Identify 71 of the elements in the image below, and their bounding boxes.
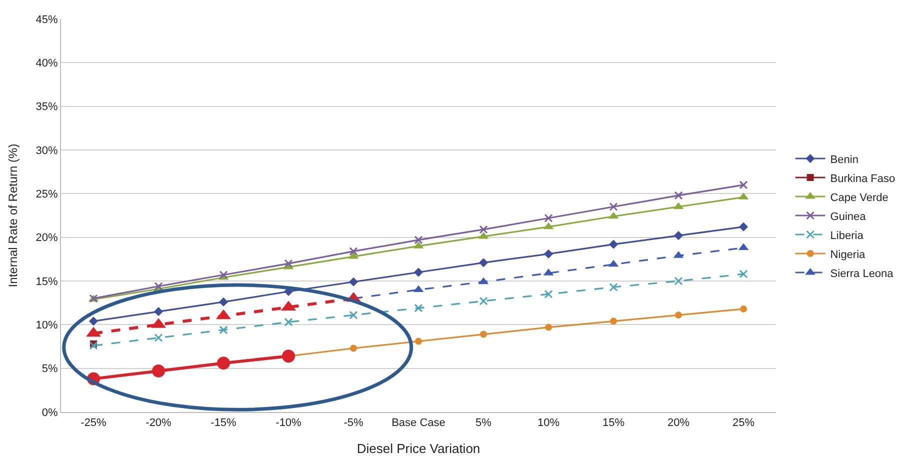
point <box>544 290 553 298</box>
point <box>610 318 617 325</box>
point <box>479 296 488 306</box>
point <box>609 202 618 212</box>
x-tick-label: 10% <box>537 417 560 430</box>
point <box>152 364 165 378</box>
point <box>348 277 358 286</box>
legend-label: Benin <box>830 154 858 166</box>
point <box>217 356 230 370</box>
point <box>480 330 487 338</box>
y-tick-label: 10% <box>36 320 58 332</box>
point <box>88 316 98 326</box>
point <box>739 180 748 190</box>
x-tick-label: Base Case <box>392 417 446 430</box>
y-tick-label: 45% <box>36 14 58 26</box>
point <box>674 231 684 240</box>
x-tick-label: 5% <box>476 417 492 430</box>
point <box>544 249 554 258</box>
point <box>218 297 228 307</box>
point <box>284 259 293 268</box>
point <box>349 247 358 256</box>
point <box>608 240 618 249</box>
legend-label: Sierra Leona <box>830 268 894 280</box>
x-tick-label: -10% <box>276 417 302 430</box>
point <box>219 270 228 280</box>
legend-label: Guinea <box>830 210 867 223</box>
point <box>154 334 163 342</box>
x-tick-label: 15% <box>602 417 625 430</box>
y-tick-label: 25% <box>36 188 58 201</box>
point <box>154 282 163 290</box>
x-tick-label: -25% <box>80 417 107 430</box>
y-tick-label: 35% <box>36 101 58 114</box>
x-tick-label: -20% <box>146 417 172 430</box>
y-tick-label: 40% <box>36 58 58 70</box>
point <box>350 344 357 352</box>
point <box>609 282 618 292</box>
y-tick-label: 30% <box>36 144 58 157</box>
y-tick-label: 5% <box>42 363 58 376</box>
point <box>154 307 164 316</box>
point <box>219 326 228 334</box>
legend-label: Liberia <box>830 230 864 242</box>
x-tick-label: -5% <box>344 417 364 430</box>
legend-label: Cape Verde <box>830 192 888 204</box>
point <box>414 304 423 312</box>
point <box>415 338 422 345</box>
point <box>89 341 98 350</box>
point <box>738 222 748 232</box>
point <box>675 312 682 319</box>
legend-label: Nigeria <box>830 248 866 261</box>
point <box>414 236 423 244</box>
point <box>545 324 552 331</box>
x-tick-label: 25% <box>732 417 755 430</box>
x-tick-label: -15% <box>210 417 237 430</box>
y-tick-label: 0% <box>42 406 58 419</box>
point <box>544 214 553 222</box>
point <box>284 318 293 326</box>
point <box>478 258 488 268</box>
point <box>282 350 295 363</box>
y-tick-label: 15% <box>36 276 58 288</box>
x-tick-label: 20% <box>667 417 690 430</box>
point <box>674 276 683 286</box>
y-tick-label: 20% <box>36 232 58 244</box>
point <box>740 305 747 312</box>
point <box>674 191 683 200</box>
x-axis-title: Diesel Price Variation <box>356 440 480 456</box>
legend-label: Burkina Faso <box>830 172 896 185</box>
y-axis-title: Internal Rate of Return (%) <box>6 144 20 288</box>
point <box>479 225 488 234</box>
point <box>414 268 424 277</box>
point <box>349 310 358 320</box>
point <box>739 270 748 278</box>
